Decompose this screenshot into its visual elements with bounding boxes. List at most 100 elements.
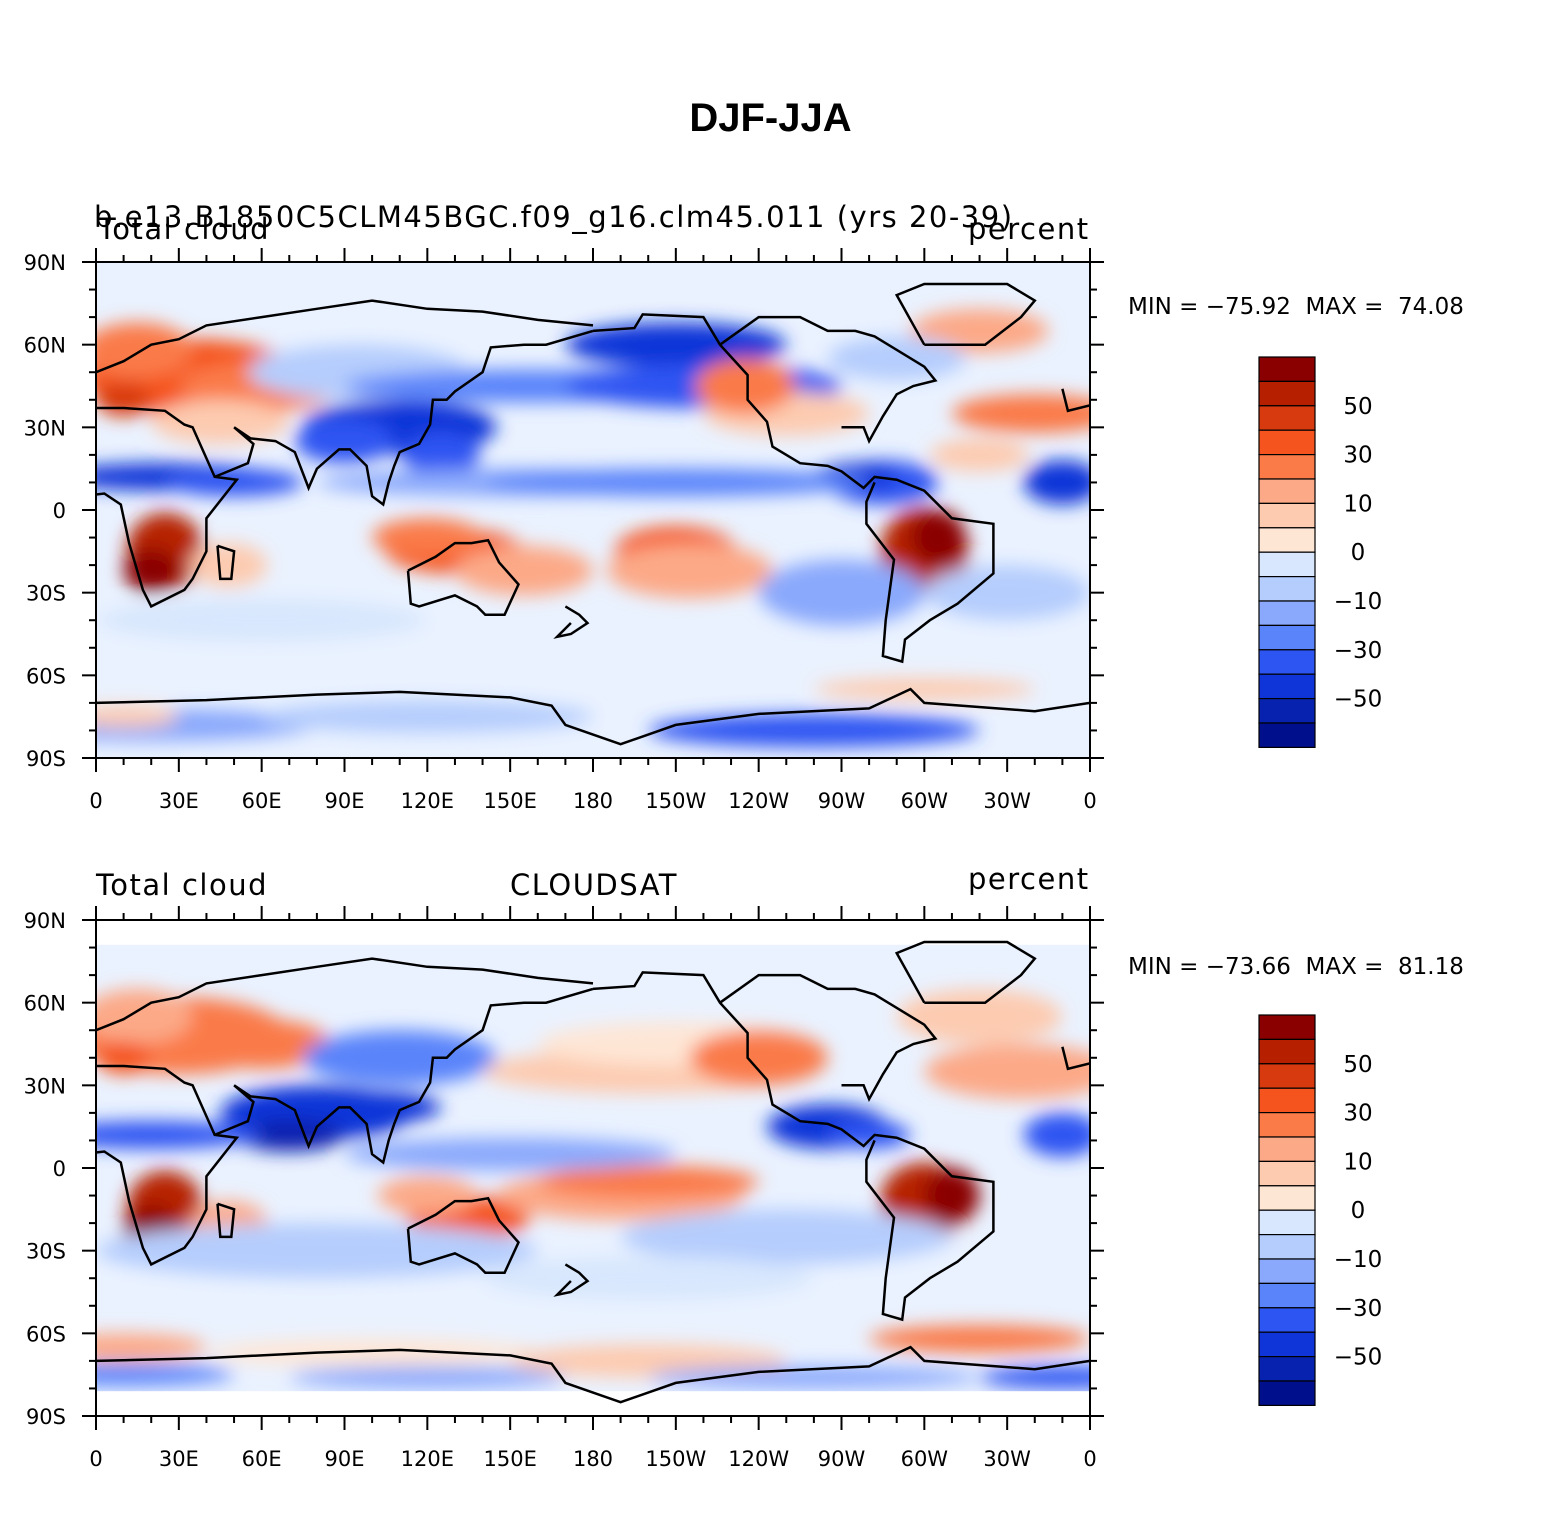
coastline xyxy=(216,1202,236,1239)
min-value: −75.92 xyxy=(1205,294,1291,320)
lon-label: 60E xyxy=(242,1447,282,1471)
coastlines xyxy=(96,940,1090,1404)
anomaly-region xyxy=(372,518,483,557)
anomaly-region xyxy=(1023,460,1090,505)
colorbar: 50 30 10 0 −10 −30 −50 xyxy=(1258,1014,1382,1406)
map-model: 90N 60N 30N 0 30S 60S 90S 0 30E 60E 90E 120E 150E 180… xyxy=(24,248,1383,813)
anomaly-region xyxy=(96,598,428,643)
lat-label: 60N xyxy=(24,992,66,1016)
anomaly-region xyxy=(189,543,268,588)
lon-label: 30E xyxy=(159,1447,199,1471)
coastline xyxy=(719,973,938,1103)
anomaly-region xyxy=(758,559,925,626)
colorbar-swatch xyxy=(1258,1038,1316,1065)
anomaly-region xyxy=(648,713,980,747)
colorbar-label: 10 xyxy=(1343,1149,1372,1175)
colorbar-label: −10 xyxy=(1334,589,1383,615)
anomaly-region xyxy=(869,1325,1090,1353)
lon-label: 90W xyxy=(818,789,866,813)
anomaly-region xyxy=(206,1338,538,1367)
anomaly-region xyxy=(123,548,179,593)
coastline xyxy=(894,940,1037,1004)
anomaly-region xyxy=(606,543,773,599)
colorbar-swatch xyxy=(1258,1380,1316,1406)
no-data-band xyxy=(96,920,1090,945)
lat-label: 0 xyxy=(53,499,66,523)
colorbar-swatch xyxy=(1258,1307,1316,1333)
coastline xyxy=(553,1263,590,1297)
lat-label: 90S xyxy=(26,1405,66,1429)
coastline xyxy=(406,538,520,616)
lon-label: 90E xyxy=(325,789,365,813)
coastline xyxy=(96,1064,240,1267)
anomaly-region xyxy=(910,510,966,566)
colorbar-label: 0 xyxy=(1351,1198,1366,1224)
anomaly-region xyxy=(402,432,480,477)
colorbar-swatch xyxy=(1258,1160,1316,1187)
colorbar-swatch xyxy=(1258,1209,1316,1236)
lat-label: 90N xyxy=(24,251,66,275)
coastline xyxy=(894,282,1037,346)
panel-center-title: b.e13.B1850C5CLM45BGC.f09_g16.clm45.011 … xyxy=(94,200,1014,234)
anomaly-region xyxy=(482,468,870,497)
lon-label: 120W xyxy=(728,789,789,813)
anomaly-region xyxy=(96,1363,235,1386)
lon-label: 120E xyxy=(401,789,454,813)
lon-label: 180 xyxy=(573,1447,613,1471)
anomaly-region xyxy=(482,1256,814,1301)
colorbar-swatch xyxy=(1258,502,1316,529)
lon-label: 90W xyxy=(818,1447,866,1471)
anomaly-region xyxy=(96,1041,152,1075)
lat-label: 60S xyxy=(26,1322,66,1346)
anomaly-region xyxy=(294,419,395,464)
coastline xyxy=(216,544,236,581)
colorbar-label: −50 xyxy=(1334,687,1383,713)
anomaly-region xyxy=(151,399,290,444)
colorbar-swatch xyxy=(1258,551,1316,578)
max-value: 81.18 xyxy=(1398,954,1464,980)
minmax-readout: MIN = −73.66 MAX = 81.18 xyxy=(1128,954,1464,980)
colorbar-swatch xyxy=(1258,1356,1316,1382)
anomaly-region xyxy=(96,705,179,728)
anomaly-region xyxy=(827,336,966,381)
colorbar-swatch xyxy=(1258,527,1316,553)
min-value: −73.66 xyxy=(1205,954,1291,980)
anomaly-field xyxy=(96,262,1090,758)
colorbar-label: 0 xyxy=(1351,540,1366,566)
colorbar-swatch xyxy=(1258,576,1316,602)
anomaly-region xyxy=(261,700,593,734)
coastline xyxy=(214,329,594,507)
colorbar-swatch xyxy=(1258,624,1316,651)
anomaly-region xyxy=(620,1209,952,1265)
anomaly-region xyxy=(924,565,1090,621)
anomaly-region xyxy=(96,1223,538,1279)
lat-label: 30N xyxy=(24,1074,66,1098)
colorbar-swatch xyxy=(1258,454,1316,480)
anomaly-region xyxy=(827,1121,911,1149)
lat-label: 60N xyxy=(24,334,66,358)
anomaly-region xyxy=(303,1090,442,1124)
colorbar-swatch xyxy=(1258,356,1316,382)
max-label: MAX = xyxy=(1305,954,1384,980)
coastline xyxy=(553,605,590,639)
colorbar-swatch xyxy=(1258,1258,1316,1284)
anomaly-region xyxy=(910,308,1049,353)
coastline xyxy=(96,687,1090,746)
lat-label: 90N xyxy=(24,909,66,933)
coastline xyxy=(1061,1046,1090,1071)
lon-label: 120W xyxy=(728,1447,789,1471)
panel-units: percent xyxy=(968,862,1090,896)
anomaly-region xyxy=(1023,1112,1090,1157)
colorbar-swatch xyxy=(1258,405,1316,431)
anomaly-region xyxy=(813,678,1035,701)
anomaly-region xyxy=(377,1176,478,1215)
coastline xyxy=(214,987,594,1165)
lon-label: 60W xyxy=(901,1447,949,1471)
figure-title: DJF-JJA xyxy=(689,96,852,140)
anomaly-field xyxy=(96,920,1090,1416)
lon-label: 30W xyxy=(983,789,1031,813)
colorbar-label: −30 xyxy=(1334,638,1383,664)
lon-label: 90E xyxy=(325,1447,365,1471)
coastlines xyxy=(96,282,1090,746)
minmax-readout: MIN = −75.92 MAX = 74.08 xyxy=(1128,294,1464,320)
